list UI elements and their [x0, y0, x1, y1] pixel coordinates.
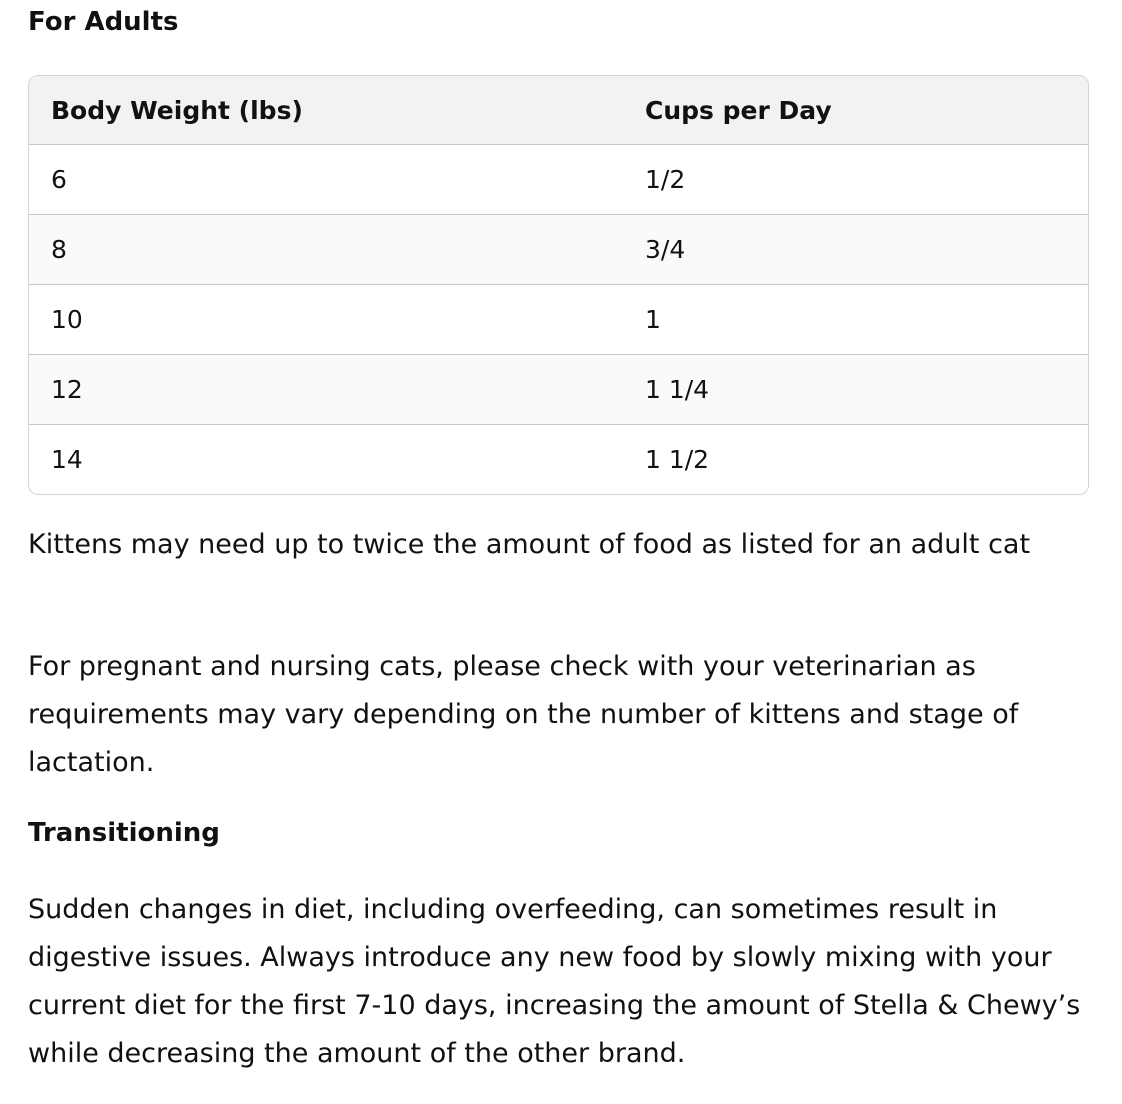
table-row: 12 1 1/4 — [29, 354, 1088, 424]
cell-cups: 1/2 — [645, 165, 686, 194]
transitioning-text: Sudden changes in diet, including overfe… — [28, 894, 1081, 1069]
section-heading-adults: For Adults — [28, 7, 179, 37]
feeding-table: Body Weight (lbs) Cups per Day 6 1/2 8 3… — [28, 75, 1089, 495]
cell-cups: 1 — [645, 305, 661, 334]
table-row: 6 1/2 — [29, 144, 1088, 214]
cell-cups: 1 1/2 — [645, 445, 710, 474]
cell-weight: 10 — [51, 305, 83, 334]
cell-cups: 3/4 — [645, 235, 686, 264]
section-heading-transitioning: Transitioning — [28, 818, 220, 848]
table-row: 14 1 1/2 — [29, 424, 1088, 494]
cell-cups: 1 1/4 — [645, 375, 710, 404]
cell-weight: 6 — [51, 165, 67, 194]
table-header-row: Body Weight (lbs) Cups per Day — [29, 76, 1088, 144]
pregnant-nursing-note: For pregnant and nursing cats, please ch… — [28, 651, 1019, 778]
table-row: 8 3/4 — [29, 214, 1088, 284]
cell-weight: 12 — [51, 375, 83, 404]
cell-weight: 8 — [51, 235, 67, 264]
column-header-body-weight: Body Weight (lbs) — [51, 95, 303, 125]
table-row: 10 1 — [29, 284, 1088, 354]
kittens-note: Kittens may need up to twice the amount … — [28, 529, 1031, 560]
cell-weight: 14 — [51, 445, 83, 474]
column-header-cups-per-day: Cups per Day — [645, 95, 832, 125]
